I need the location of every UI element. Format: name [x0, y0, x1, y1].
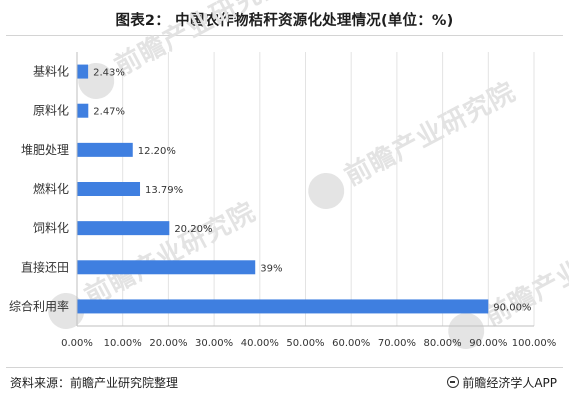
value-label: 12.20%: [138, 146, 176, 157]
value-label: 2.43%: [93, 68, 125, 79]
value-label: 90.00%: [493, 302, 531, 313]
title-divider: [6, 35, 563, 36]
chart-title: 图表2： 中国农作物秸秆资源化处理情况(单位：%): [115, 13, 454, 29]
footer-divider: [6, 367, 563, 368]
category-label: 饲料化: [33, 221, 69, 235]
source-note: 资料来源：前瞻产业研究院整理: [10, 376, 179, 390]
value-label: 2.47%: [93, 107, 125, 118]
brand-footer: 前瞻经济学人APP: [447, 374, 557, 391]
value-label: 13.79%: [145, 185, 183, 196]
bar: [77, 103, 89, 118]
x-tick-label: 50.00%: [286, 338, 324, 349]
category-label: 基料化: [33, 65, 69, 79]
value-label: 20.20%: [174, 224, 212, 235]
x-tick-label: 30.00%: [195, 338, 233, 349]
x-tick-label: 20.00%: [149, 338, 187, 349]
brand-label: 前瞻经济学人APP: [462, 376, 557, 390]
category-label: 原料化: [33, 104, 69, 118]
bar: [77, 142, 133, 157]
x-tick-label: 80.00%: [424, 338, 462, 349]
qianzhan-app-icon: [447, 376, 460, 388]
x-tick-label: 40.00%: [241, 338, 279, 349]
value-label: 39%: [260, 263, 282, 274]
category-label: 堆肥处理: [21, 143, 69, 157]
x-tick-label: 0.00%: [61, 338, 93, 349]
x-tick-label: 100.00%: [512, 338, 557, 349]
x-tick-label: 60.00%: [332, 338, 370, 349]
bar: [77, 221, 170, 236]
category-label: 综合利用率: [9, 298, 69, 313]
category-label: 直接还田: [21, 259, 69, 274]
category-label: 燃料化: [33, 181, 69, 196]
x-tick-label: 70.00%: [378, 338, 416, 349]
x-tick-label: 10.00%: [104, 338, 142, 349]
bar: [77, 260, 256, 275]
x-tick-label: 90.00%: [469, 338, 507, 349]
bar: [77, 299, 489, 314]
bar: [77, 64, 89, 79]
bar: [77, 182, 141, 196]
